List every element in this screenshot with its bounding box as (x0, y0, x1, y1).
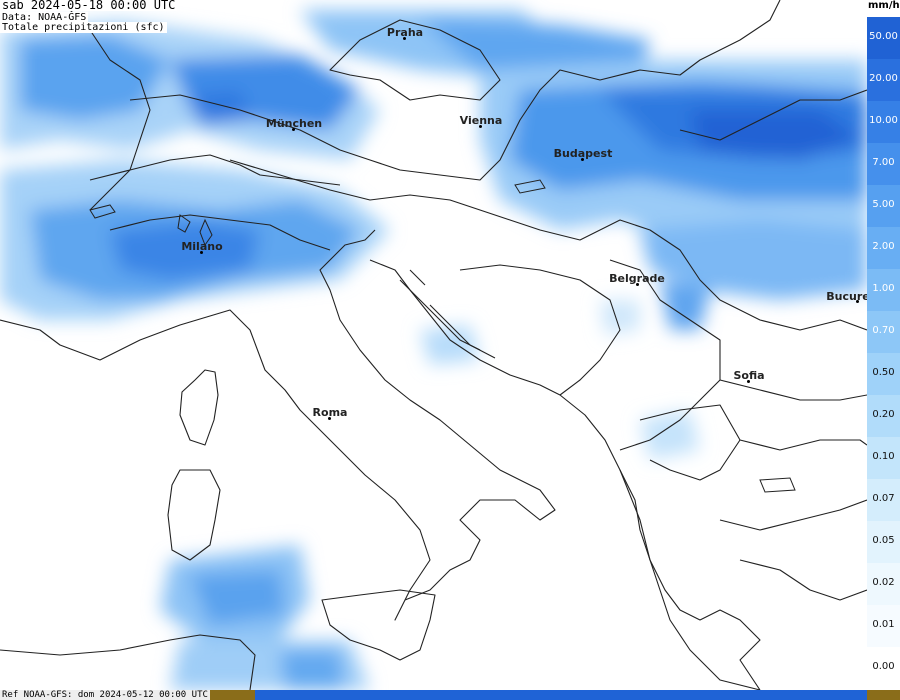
city-dot-sofia (747, 380, 750, 383)
variable-name: Totale precipitazioni (sfc) (0, 22, 167, 33)
legend-swatch: 0.10 (867, 437, 900, 479)
city-label-milano: Milano (181, 240, 223, 253)
legend-value: 0.02 (872, 577, 895, 588)
city-dot-budapest (581, 158, 584, 161)
legend-swatch: 1.00 (867, 269, 900, 311)
legend-swatch: 50.00 (867, 17, 900, 59)
legend-value: 10.00 (869, 115, 898, 126)
legend-value: 0.00 (872, 661, 895, 672)
legend-swatch: 0.05 (867, 521, 900, 563)
legend-swatch: 2.00 (867, 227, 900, 269)
legend-swatch: 10.00 (867, 101, 900, 143)
city-dot-belgrade (636, 283, 639, 286)
precipitation-field (0, 10, 867, 690)
legend-value: 0.01 (872, 619, 895, 630)
city-dot-bucuresti (856, 300, 859, 303)
legend-value: 5.00 (872, 199, 895, 210)
city-label-roma: Roma (312, 406, 348, 419)
coastlines-and-borders (0, 0, 867, 690)
city-dot-praha (403, 37, 406, 40)
city-label-belgrade: Belgrade (609, 272, 665, 285)
city-label-praha: Praha (386, 26, 424, 39)
legend-unit: mm/h (867, 0, 900, 17)
forecast-time: sab 2024-05-18 00:00 UTC (0, 0, 178, 12)
legend-value: 50.00 (869, 31, 898, 42)
legend-value: 0.10 (872, 451, 895, 462)
legend-value: 0.70 (872, 325, 895, 336)
reference-run: Ref NOAA-GFS: dom 2024-05-12 00:00 UTC (0, 690, 210, 700)
footer-bar-middle (255, 690, 867, 700)
city-dot-roma (328, 417, 331, 420)
legend-value: 20.00 (869, 73, 898, 84)
legend-swatch: 7.00 (867, 143, 900, 185)
legend-value: 0.07 (872, 493, 895, 504)
city-dot-vienna (479, 125, 482, 128)
city-dot-milano (200, 251, 203, 254)
city-label-bucuresti: Bucure (826, 290, 870, 303)
legend-swatch: 5.00 (867, 185, 900, 227)
legend-swatch: 20.00 (867, 59, 900, 101)
city-dot-munchen (292, 128, 295, 131)
legend-value: 0.20 (872, 409, 895, 420)
city-label-munchen: München (265, 117, 323, 130)
legend-swatch: 0.02 (867, 563, 900, 605)
legend-swatch: 0.07 (867, 479, 900, 521)
legend-value: 1.00 (872, 283, 895, 294)
legend-swatch: 0.70 (867, 311, 900, 353)
legend-value: 7.00 (872, 157, 895, 168)
legend-swatch: 0.50 (867, 353, 900, 395)
legend-value: 0.50 (872, 367, 895, 378)
legend-value: 0.05 (872, 535, 895, 546)
precipitation-legend: mm/h 50.00 20.00 10.00 7.00 5.00 2.00 1.00 0.70… (867, 0, 900, 690)
legend-swatch: 0.01 (867, 605, 900, 647)
city-label-sofia: Sofia (733, 369, 765, 382)
legend-value: 2.00 (872, 241, 895, 252)
city-label-vienna: Vienna (459, 114, 503, 127)
legend-swatch: 0.00 (867, 647, 900, 689)
data-source: Data: NOAA-GFS (0, 12, 89, 23)
footer-bar-right (867, 690, 900, 700)
city-label-budapest: Budapest (553, 147, 613, 160)
precipitation-map (0, 0, 867, 690)
legend-swatch: 0.20 (867, 395, 900, 437)
lakes (89, 179, 796, 493)
